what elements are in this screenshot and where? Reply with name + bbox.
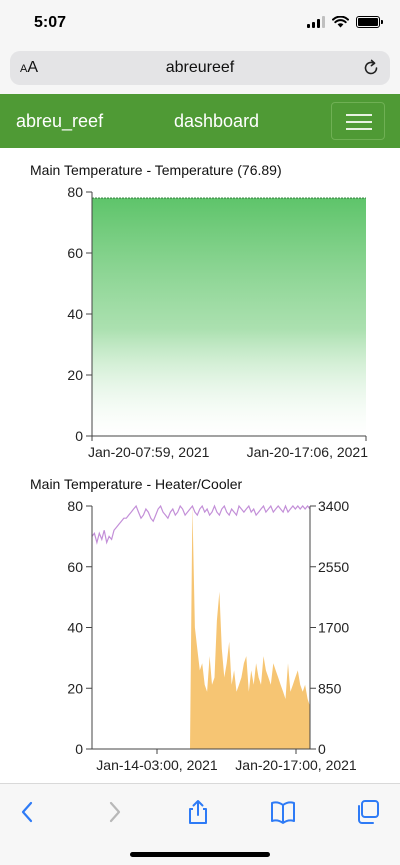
battery-icon [356,16,383,28]
tabs-icon[interactable] [354,798,382,826]
status-bar: 5:07 [0,0,400,46]
y-tick-label: 0 [75,428,83,444]
y-tick-label: 40 [67,620,83,636]
y2-tick-label: 2550 [318,559,349,575]
reload-icon[interactable] [360,57,382,79]
y2-tick-label: 3400 [318,498,349,514]
hamburger-menu-icon[interactable] [331,102,385,140]
bookmarks-icon[interactable] [269,798,297,826]
chart-title-heater-cooler: Main Temperature - Heater/Cooler [30,476,243,492]
x-tick-label: Jan-20-17:06, 2021 [247,444,369,460]
y2-tick-label: 850 [318,680,342,696]
temperature-area [92,198,366,436]
x-tick-label: Jan-14-03:00, 2021 [96,757,218,773]
heater-cooler-chart: 0 20 40 60 80 0 850 1700 2550 3400 Jan-14-03:00, 2… [67,498,357,773]
address-bar[interactable]: AA abreureef [10,51,390,85]
y2-tick-label: 0 [318,741,326,757]
text-size-button[interactable]: AA [20,59,39,76]
brand-link[interactable]: abreu_reef [16,111,104,131]
y2-tick-label: 1700 [318,620,349,636]
cellular-signal-icon [307,16,325,28]
browser-address-area: AA abreureef [0,46,400,94]
y-tick-label: 0 [75,741,83,757]
y-tick-label: 80 [67,498,83,514]
wifi-icon [332,16,349,28]
status-time: 5:07 [34,14,67,31]
x-tick-label: Jan-20-17:00, 2021 [235,757,357,773]
app-navbar: abreu_reef dashboard [0,94,400,148]
browser-toolbar [0,783,400,865]
y-tick-label: 60 [67,559,83,575]
x-tick-label: Jan-20-07:59, 2021 [88,444,210,460]
y-tick-label: 20 [67,680,83,696]
heater-power-area [92,506,310,749]
y-tick-label: 40 [67,306,83,322]
y-tick-label: 20 [67,367,83,383]
address-text[interactable]: abreureef [165,59,235,76]
temperature-chart: 0 20 40 60 80 Jan-20-07:59, 2021 Jan-20-17:06,… [67,184,369,460]
home-indicator [130,852,270,857]
y-tick-label: 80 [67,184,83,200]
temperature-line [91,504,311,545]
chart-title-temperature: Main Temperature - Temperature (76.89) [30,162,282,178]
share-icon[interactable] [184,798,212,826]
back-arrow-icon[interactable] [14,798,42,826]
y-tick-label: 60 [67,245,83,261]
forward-arrow-icon[interactable] [100,798,128,826]
status-icons [307,15,383,29]
nav-dashboard-link[interactable]: dashboard [174,111,260,131]
